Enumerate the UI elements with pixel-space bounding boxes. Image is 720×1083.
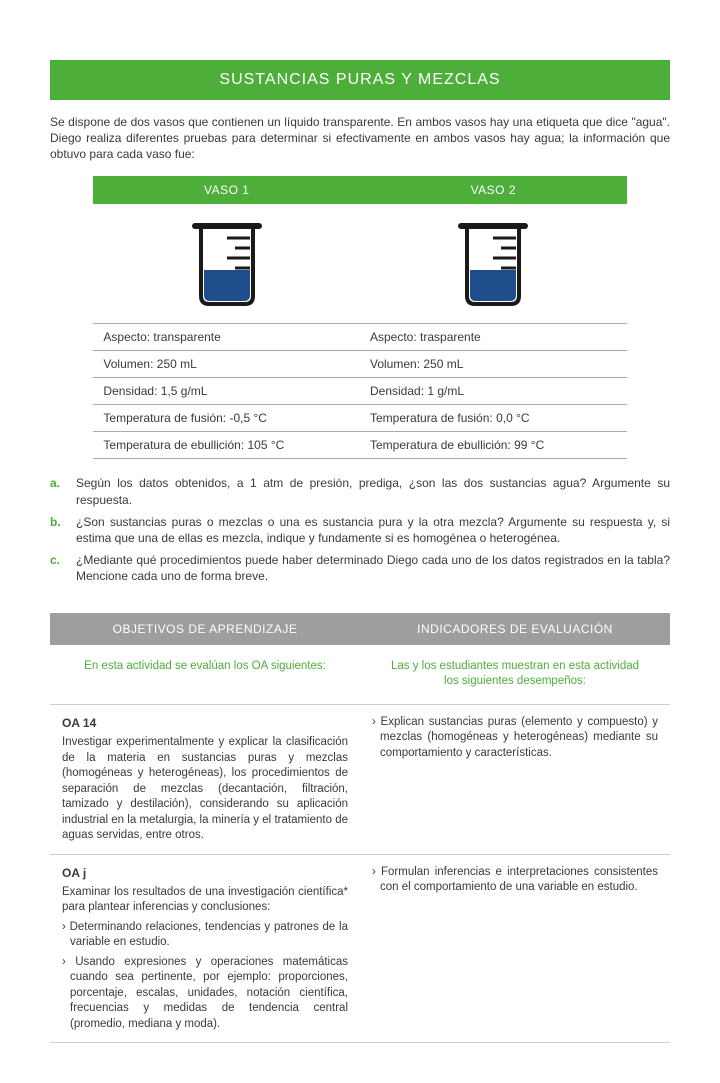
indicator-text: › Explican sustancias puras (elemento y …	[372, 715, 658, 762]
page-title: SUSTANCIAS PURAS Y MEZCLAS	[50, 60, 670, 100]
question-b: b. ¿Son sustancias puras o mezclas o una…	[50, 514, 670, 546]
vaso2-header: VASO 2	[360, 176, 627, 204]
question-text: ¿Mediante qué procedimientos puede haber…	[76, 552, 670, 584]
beaker-icon	[453, 218, 533, 308]
oa14-indicator-cell: › Explican sustancias puras (elemento y …	[360, 704, 670, 854]
oa-sub-item: › Usando expresiones y operaciones matem…	[62, 955, 348, 1033]
oa14-cell: OA 14 Investigar experimentalmente y exp…	[50, 704, 360, 854]
indicator-text: › Formulan inferencias e interpretacione…	[372, 865, 658, 896]
vaso-comparison-table: VASO 1 VASO 2	[93, 176, 626, 459]
table-cell: Densidad: 1,5 g/mL	[93, 377, 360, 404]
vaso1-beaker-cell	[93, 204, 360, 323]
oa-text: Investigar experimentalmente y explicar …	[62, 735, 348, 844]
eval-subhead-ind: Las y los estudiantes muestran en esta a…	[360, 645, 670, 705]
question-c: c. ¿Mediante qué procedimientos puede ha…	[50, 552, 670, 584]
eval-subhead-oa: En esta actividad se evalúan los OA sigu…	[50, 645, 360, 705]
vaso1-header: VASO 1	[93, 176, 360, 204]
vaso2-beaker-cell	[360, 204, 627, 323]
question-text: ¿Son sustancias puras o mezclas o una es…	[76, 514, 670, 546]
table-cell: Aspecto: transparente	[93, 323, 360, 350]
table-cell: Temperatura de ebullición: 105 °C	[93, 432, 360, 459]
table-cell: Temperatura de fusión: -0,5 °C	[93, 405, 360, 432]
question-a: a. Según los datos obtenidos, a 1 atm de…	[50, 475, 670, 507]
question-text: Según los datos obtenidos, a 1 atm de pr…	[76, 475, 670, 507]
table-cell: Temperatura de ebullición: 99 °C	[360, 432, 627, 459]
oa-sub-item: › Determinando relaciones, tendencias y …	[62, 920, 348, 951]
eval-header-ind: INDICADORES DE EVALUACIÓN	[360, 613, 670, 645]
eval-header-oa: OBJETIVOS DE APRENDIZAJE	[50, 613, 360, 645]
oa-text: Examinar los resultados de una investiga…	[62, 885, 348, 916]
table-cell: Aspecto: trasparente	[360, 323, 627, 350]
intro-paragraph: Se dispone de dos vasos que contienen un…	[50, 114, 670, 163]
evaluation-table: OBJETIVOS DE APRENDIZAJE INDICADORES DE …	[50, 613, 670, 1044]
oa-title: OA j	[62, 865, 348, 881]
oaj-indicator-cell: › Formulan inferencias e interpretacione…	[360, 854, 670, 1043]
question-label: c.	[50, 552, 66, 584]
question-label: b.	[50, 514, 66, 546]
table-cell: Volumen: 250 mL	[360, 350, 627, 377]
oa-title: OA 14	[62, 715, 348, 731]
table-cell: Volumen: 250 mL	[93, 350, 360, 377]
table-cell: Temperatura de fusión: 0,0 °C	[360, 405, 627, 432]
questions-list: a. Según los datos obtenidos, a 1 atm de…	[50, 475, 670, 584]
beaker-icon	[187, 218, 267, 308]
question-label: a.	[50, 475, 66, 507]
table-cell: Densidad: 1 g/mL	[360, 377, 627, 404]
oaj-cell: OA j Examinar los resultados de una inve…	[50, 854, 360, 1043]
